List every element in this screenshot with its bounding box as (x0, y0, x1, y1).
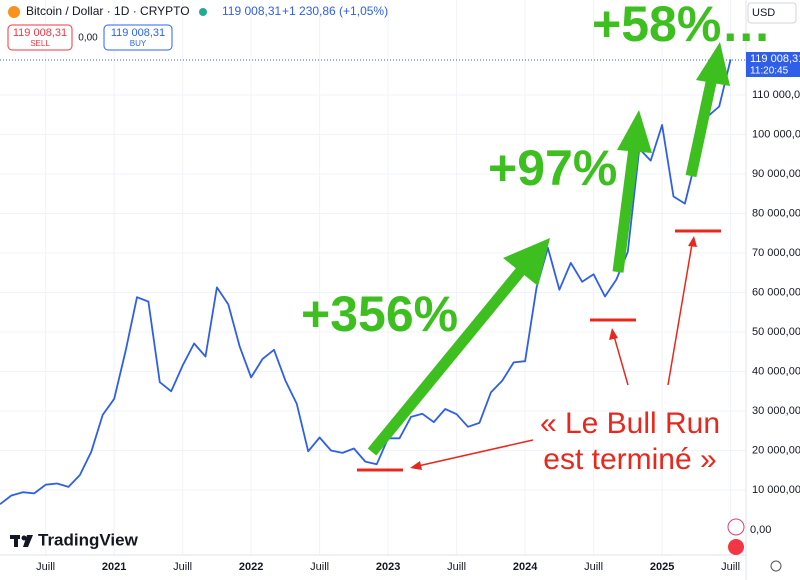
spread: 0,00 (78, 33, 98, 44)
quote-line: est terminé » (543, 443, 716, 476)
sell-price: 119 008,31 (13, 27, 67, 39)
green-arrowhead (696, 42, 730, 86)
btc-icon (8, 6, 20, 18)
x-tick-label: Juill (310, 561, 329, 573)
logo-mark (21, 535, 27, 541)
x-tick-label: 2023 (376, 561, 400, 573)
green-arrow (612, 147, 640, 273)
change: +1 230,86 (+1,05%) (282, 4, 388, 18)
green-arrow (367, 258, 533, 456)
buy-button[interactable] (103, 24, 173, 51)
red-pointer-head (410, 461, 422, 470)
settings-icon[interactable] (770, 560, 782, 572)
gain-label: +97% (488, 140, 617, 196)
price-line (0, 59, 732, 505)
x-tick-label: Juill (584, 561, 603, 573)
buy-label: BUY (130, 39, 147, 48)
y-tick-label: 50 000,00 (752, 326, 800, 338)
red-pointer (417, 439, 534, 467)
x-tick-label: Juill (173, 561, 192, 573)
x-tick-label: 2024 (513, 561, 538, 573)
y-tick-label: 10 000,00 (752, 484, 800, 496)
red-pointer (613, 335, 629, 386)
logo-text: TradingView (38, 530, 139, 549)
y-tick-label: 100 000,00 (752, 128, 800, 140)
market-status (199, 8, 207, 16)
x-tick-label: Juill (36, 561, 55, 573)
price-tag (746, 52, 800, 77)
green-arrowhead (617, 110, 652, 153)
y-tick-label: 30 000,00 (752, 405, 800, 417)
x-tick-label: 2025 (650, 561, 674, 573)
red-pointer-head (609, 328, 618, 340)
red-pointer-head (688, 236, 697, 247)
x-tick-label: Juill (721, 561, 740, 573)
buy-price: 119 008,31 (111, 27, 165, 39)
y-tick-label: 60 000,00 (752, 286, 800, 298)
gain-label: +58%… (592, 0, 771, 52)
price: 119 008,31 (222, 4, 281, 18)
price-tag-value: 119 008,31 (750, 53, 800, 65)
sell-label: SELL (30, 39, 50, 48)
y-tick-label: 110 000,00 (752, 89, 800, 101)
x-tick-label: 2022 (239, 561, 263, 573)
countdown: 11:20:45 (750, 66, 789, 77)
y-tick-label: 70 000,00 (752, 247, 800, 259)
currency: USD (752, 7, 775, 19)
quote-line: « Le Bull Run (540, 407, 720, 440)
y-tick-label: 90 000,00 (752, 168, 800, 180)
symbol-title: Bitcoin / Dollar · 1D · CRYPTO (26, 4, 190, 18)
indicator-value: 0,00 (750, 524, 771, 536)
currency-select[interactable] (747, 2, 797, 24)
flag-icon[interactable] (728, 539, 744, 555)
logo: TradingView (10, 530, 139, 549)
y-tick-label: 20 000,00 (752, 444, 800, 456)
x-tick-label: Juill (447, 561, 466, 573)
red-pointer (667, 243, 693, 386)
gain-label: +356% (301, 286, 458, 342)
green-arrowhead (503, 238, 550, 286)
y-tick-label: 80 000,00 (752, 207, 800, 219)
annotations: +356% +97% +58%… « Le Bull Run est termi… (301, 0, 771, 476)
logo-mark (23, 535, 33, 547)
y-tick-label: 40 000,00 (752, 365, 800, 377)
x-tick-label: 2021 (102, 561, 126, 573)
logo-mark (14, 535, 18, 547)
event-icon[interactable] (727, 518, 745, 536)
green-arrow (685, 76, 718, 178)
sell-button[interactable] (7, 24, 73, 51)
